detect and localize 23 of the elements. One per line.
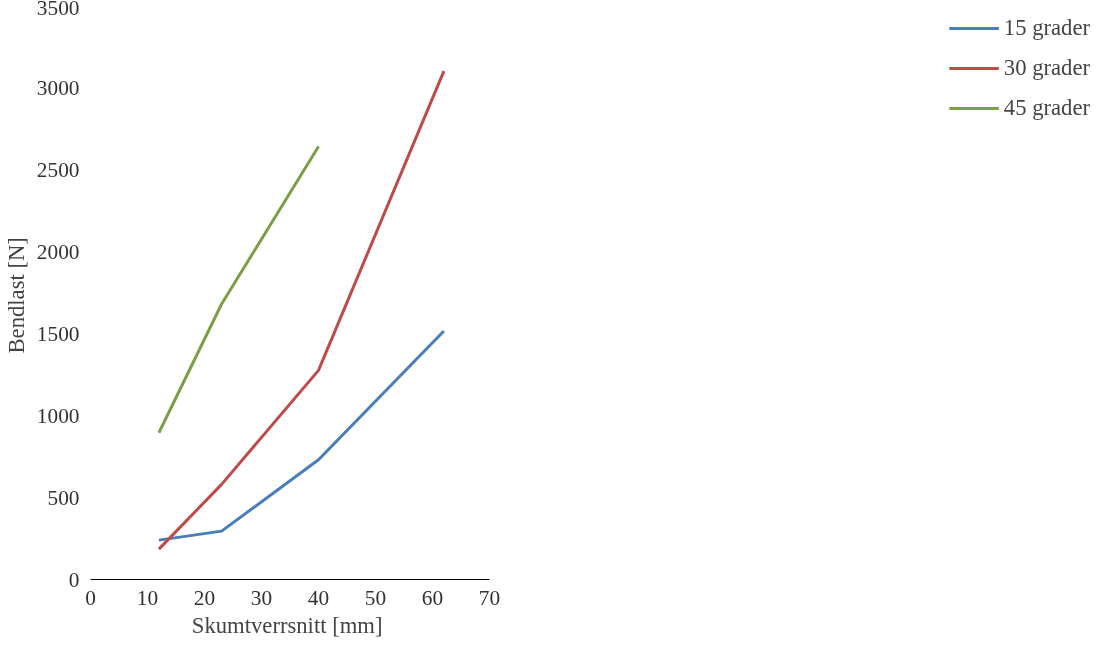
y-tick-label: 3500	[36, 0, 80, 20]
line-series	[157, 69, 446, 551]
y-tick-label: 2000	[36, 239, 80, 264]
x-tick-label: 40	[307, 585, 330, 610]
legend-label: 30 grader	[1003, 55, 1090, 81]
y-tick-label: 1500	[36, 321, 80, 346]
x-tick-label: 0	[85, 585, 96, 610]
y-tick-label: 0	[68, 567, 80, 592]
x-tick-label: 20	[193, 585, 216, 610]
legend-label: 15 grader	[1003, 15, 1090, 41]
x-tick-label: 10	[136, 585, 159, 610]
y-tick-label: 500	[47, 485, 80, 510]
x-tick-label: 70	[478, 585, 501, 610]
x-tick-label: 60	[421, 585, 444, 610]
legend-label: 45 grader	[1003, 95, 1090, 121]
x-axis-title: Skumtverrsnitt [mm]	[191, 612, 383, 638]
x-tick-label: 30	[250, 585, 273, 610]
y-axis-title: Bendlast [N]	[3, 237, 29, 354]
y-tick-label: 3000	[36, 75, 80, 100]
y-tick-label: 2500	[36, 157, 80, 182]
y-tick-label: 1000	[36, 403, 80, 428]
x-tick-label: 50	[364, 585, 387, 610]
line-series	[157, 329, 446, 542]
